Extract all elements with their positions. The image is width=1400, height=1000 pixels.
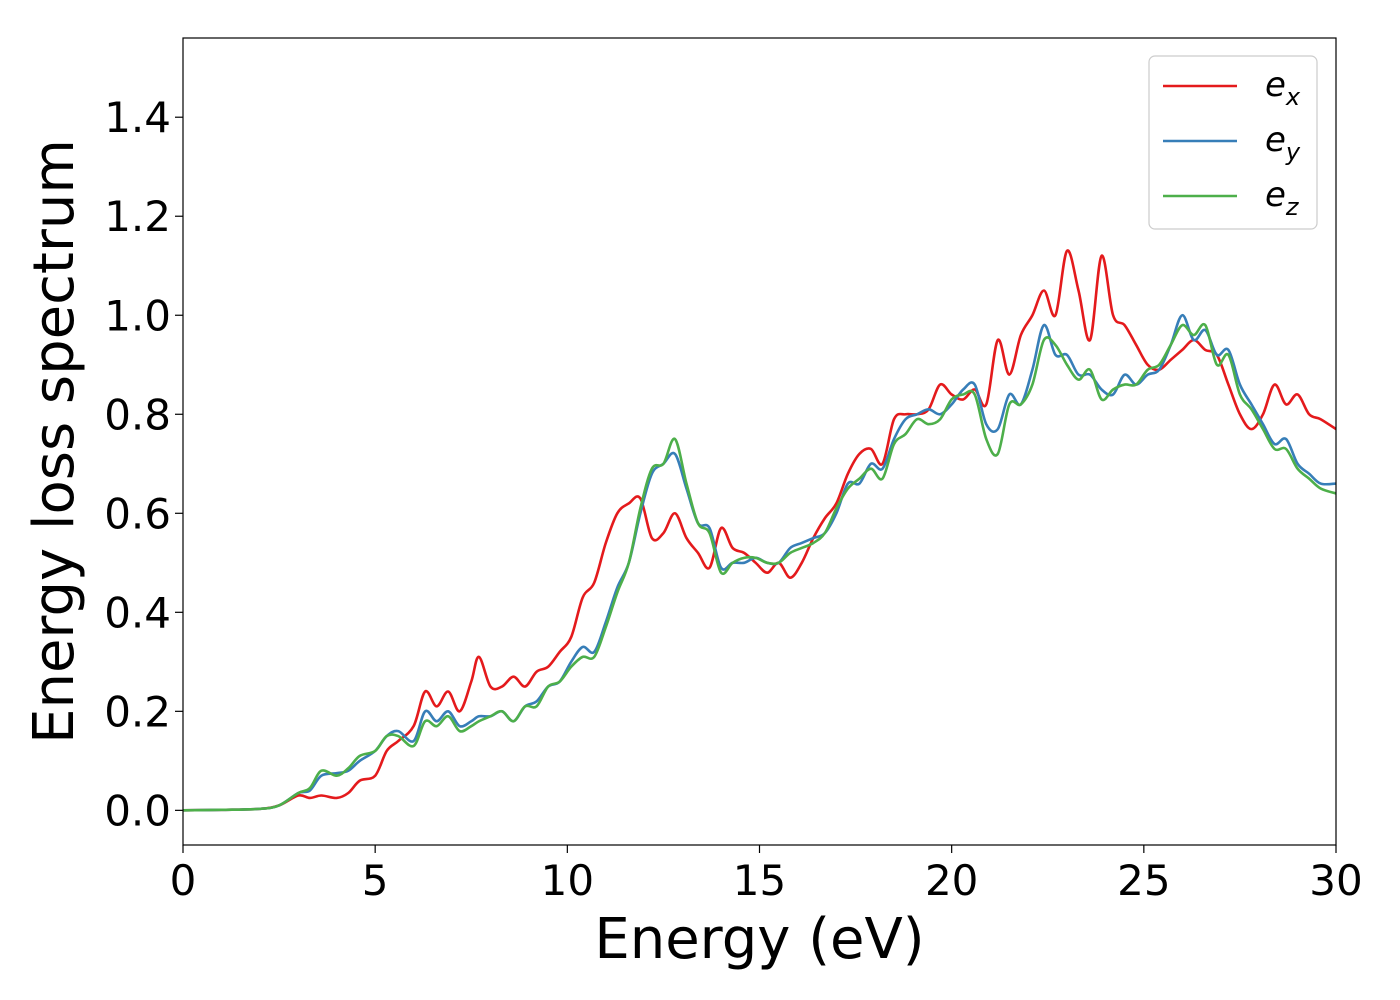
legend-label-x: ex xyxy=(1265,65,1301,111)
x-tick-label: 15 xyxy=(733,856,786,905)
y-tick-label: 0.8 xyxy=(104,390,171,439)
y-tick-label: 1.2 xyxy=(104,192,171,241)
y-tick-label: 0.0 xyxy=(104,786,171,835)
x-tick-label: 5 xyxy=(362,856,389,905)
legend-label-base: e xyxy=(1265,175,1286,215)
x-tick-label: 0 xyxy=(170,856,197,905)
legend-label-subscript: y xyxy=(1285,138,1301,166)
x-tick-label: 10 xyxy=(541,856,594,905)
x-tick-label: 25 xyxy=(1117,856,1170,905)
x-tick-label: 30 xyxy=(1309,856,1362,905)
y-axis-title: Energy loss spectrum xyxy=(22,139,87,744)
series-layer xyxy=(183,249,1336,812)
legend-label-base: e xyxy=(1265,120,1286,160)
legend-label-z: ez xyxy=(1265,175,1300,221)
series-line-x xyxy=(183,249,1336,812)
legend-label-subscript: x xyxy=(1285,83,1301,111)
legend-label-base: e xyxy=(1265,65,1286,105)
x-axis-title: Energy (eV) xyxy=(594,907,924,972)
x-axis: 0 5 10 15 20 25 30 xyxy=(170,845,1363,905)
y-tick-label: 0.4 xyxy=(104,588,171,637)
y-tick-label: 1.0 xyxy=(104,291,171,340)
y-axis: 0.0 0.2 0.4 0.6 0.8 1.0 1.2 1.4 xyxy=(104,93,183,835)
y-tick-label: 1.4 xyxy=(104,93,171,142)
series-line-z xyxy=(183,322,1336,812)
y-tick-label: 0.2 xyxy=(104,687,171,736)
legend-label-y: ey xyxy=(1265,120,1301,166)
x-tick-label: 20 xyxy=(925,856,978,905)
legend-label-subscript: z xyxy=(1285,193,1300,221)
y-tick-label: 0.6 xyxy=(104,489,171,538)
legend-box xyxy=(1148,55,1318,230)
series-line-y xyxy=(183,313,1336,812)
